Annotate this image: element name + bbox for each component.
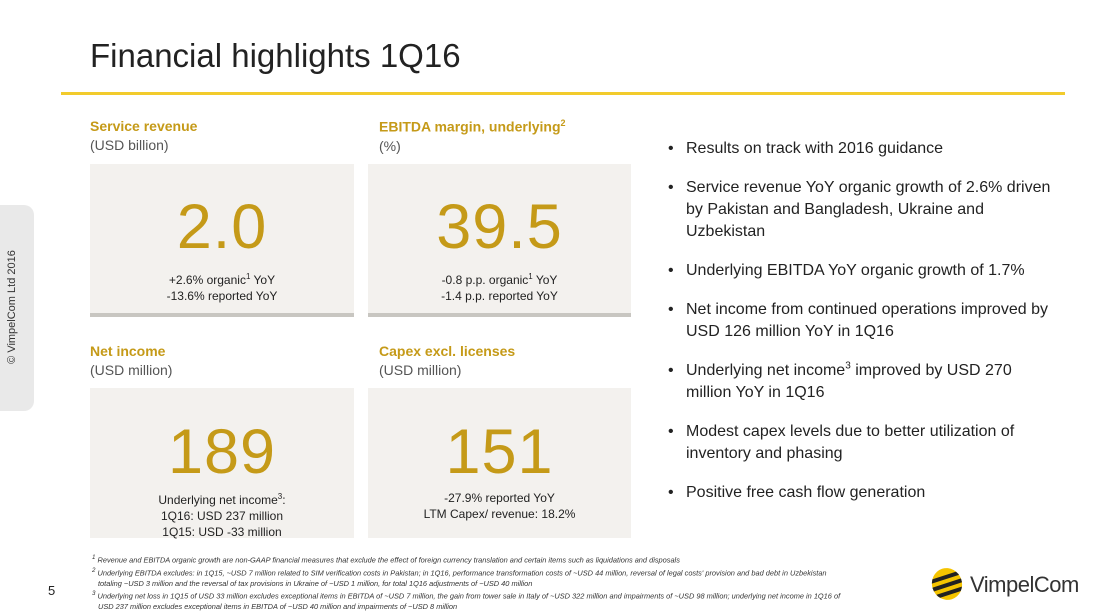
list-item: Results on track with 2016 guidance [668,138,1058,160]
ebitda-notes: -0.8 p.p. organic1 YoY -1.4 p.p. reporte… [368,269,631,304]
footnote-1: 1 Revenue and EBITDA organic growth are … [92,553,852,566]
service-revenue-notes: +2.6% organic1 YoY -13.6% reported YoY [90,269,354,304]
net-income-note-1q16: 1Q16: USD 237 million [160,509,284,523]
capex-unit: (USD million) [379,362,462,378]
net-income-note-title: Underlying net income [158,493,278,507]
service-revenue-header: Service revenue (USD billion) [90,118,197,153]
list-item: Positive free cash flow generation [668,482,1058,504]
capex-label: Capex excl. licenses [379,343,516,359]
footnotes: 1 Revenue and EBITDA organic growth are … [92,553,852,613]
ebitda-note-yoy: YoY [532,273,558,287]
card-bottom-bar [368,313,631,317]
card-bottom-bar [90,313,354,317]
net-income-value: 189 [167,417,277,487]
footnote-ref: 2 [560,118,566,128]
net-income-header: Net income (USD million) [90,343,172,378]
capex-value: 151 [445,417,554,487]
footnote-text: Underlying EBITDA excludes: in 1Q15, ~US… [95,568,827,588]
side-tab: © VimpelCom Ltd 2016 [0,205,34,411]
footnote-number: 2 [92,566,96,574]
footnote-ref: 1 [245,272,251,281]
ebitda-label: EBITDA margin, underlying2 [379,118,566,135]
capex-card: 151 -27.9% reported YoY LTM Capex/ reven… [368,388,631,538]
list-item: Underlying net income3 improved by USD 2… [668,360,1058,404]
footnote-3: 3 Underlying net loss in 1Q15 of USD 33 … [92,589,852,612]
logo-wordmark: VimpelCom [970,572,1079,597]
title-divider [61,92,1065,95]
net-income-unit: (USD million) [90,362,173,378]
net-income-note-1q15: 1Q15: USD -33 million [162,525,282,539]
ebitda-label-text: EBITDA margin, underlying [379,118,561,135]
footnote-number: 3 [92,590,96,598]
slide-title: Financial highlights 1Q16 [90,37,461,74]
copyright-text: © VimpelCom Ltd 2016 [6,250,18,364]
net-income-notes: Underlying net income3: 1Q16: USD 237 mi… [90,489,354,540]
ebitda-note-reported: -1.4 p.p. reported YoY [441,289,558,303]
net-income-label: Net income [90,343,166,359]
capex-header: Capex excl. licenses (USD million) [379,343,515,378]
logo-mark-icon [927,564,967,604]
list-item: Modest capex levels due to better utiliz… [668,421,1058,465]
footnote-text: Underlying net loss in 1Q15 of USD 33 mi… [95,591,841,612]
footnote-ref: 3 [277,492,283,501]
capex-notes: -27.9% reported YoY LTM Capex/ revenue: … [368,490,631,522]
page-number: 5 [48,583,56,598]
service-revenue-unit: (USD billion) [90,137,169,153]
net-income-note-colon: : [282,493,286,507]
capex-note-ltm: LTM Capex/ revenue: 18.2% [423,507,576,521]
vimpelcom-logo: VimpelCom [927,564,1079,604]
footnote-text: Revenue and EBITDA organic growth are no… [95,555,680,565]
ebitda-note-organic: -0.8 p.p. organic [441,273,529,287]
service-revenue-note-yoy: YoY [250,273,276,287]
service-revenue-label: Service revenue [90,118,198,134]
ebitda-card: 39.5 -0.8 p.p. organic1 YoY -1.4 p.p. re… [368,164,631,317]
service-revenue-note-reported: -13.6% reported YoY [166,289,278,303]
footnote-ref: 3 [845,360,851,372]
net-income-card: 189 Underlying net income3: 1Q16: USD 23… [90,388,354,540]
capex-note-reported: -27.9% reported YoY [444,491,555,505]
list-item: Underlying EBITDA YoY organic growth of … [668,260,1058,282]
service-revenue-value: 2.0 [176,192,268,262]
service-revenue-card: 2.0 +2.6% organic1 YoY -13.6% reported Y… [90,164,354,317]
list-item: Net income from continued operations imp… [668,299,1058,343]
list-item-text: improved by USD 270 million YoY in 1Q16 [686,362,1012,401]
list-item: Service revenue YoY organic growth of 2.… [668,177,1058,243]
footnote-ref: 1 [528,272,533,281]
highlights-list: Results on track with 2016 guidance Serv… [668,138,1058,521]
service-revenue-note-organic: +2.6% organic [168,273,246,287]
ebitda-unit: (%) [379,137,401,154]
footnote-2: 2 Underlying EBITDA excludes: in 1Q15, ~… [92,566,852,589]
list-item-text: Underlying net income [686,362,846,379]
ebitda-value: 39.5 [436,192,563,262]
footnote-number: 1 [92,554,96,561]
ebitda-header: EBITDA margin, underlying2 (%) [379,118,566,154]
